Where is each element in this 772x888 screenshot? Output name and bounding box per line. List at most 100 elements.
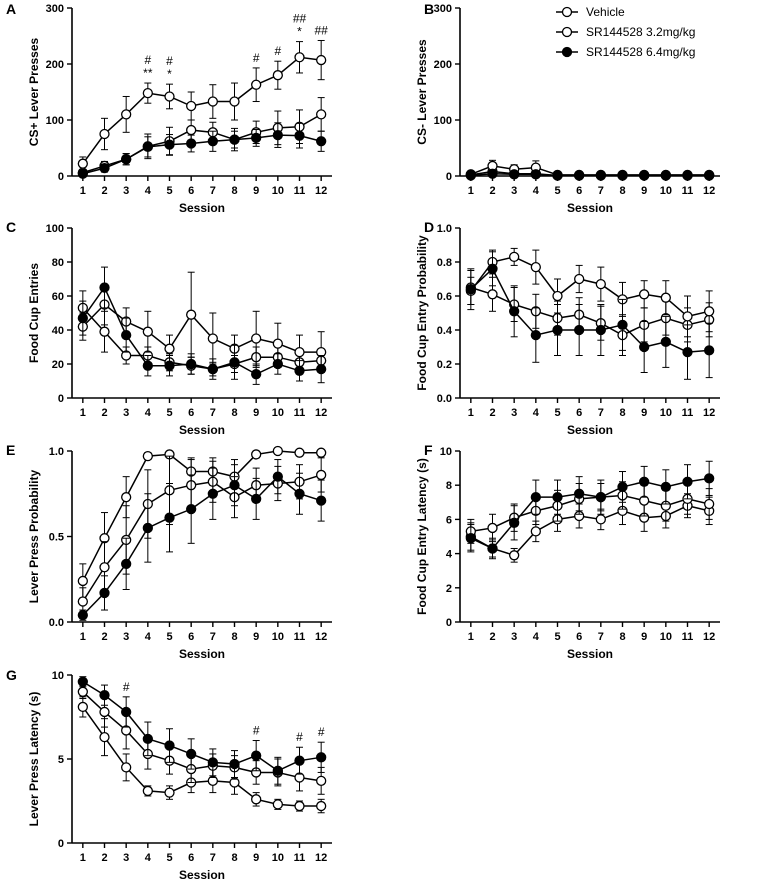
x-tick-label: 4 (145, 185, 152, 197)
data-point (77, 312, 88, 324)
data-point (272, 338, 283, 349)
data-point (704, 170, 715, 181)
x-tick-label: 3 (123, 407, 129, 419)
legend-marker (561, 26, 573, 38)
data-point (164, 139, 175, 150)
x-tick-label: 3 (123, 185, 129, 197)
legend: Vehicle SR144528 3.2mg/kg SR144528 6.4mg/k… (556, 5, 695, 59)
data-point (186, 124, 197, 136)
x-axis-label: Session (567, 201, 613, 215)
x-tick-label: 6 (576, 407, 582, 419)
y-tick-label: 100 (46, 115, 64, 127)
x-tick-label: 12 (703, 631, 715, 643)
data-point (294, 447, 305, 458)
significance-marker: # (123, 680, 130, 694)
x-tick-label: 12 (703, 185, 715, 197)
y-axis-label: Food Cup Entry Probability (415, 235, 429, 391)
legend-item-sr-3-2: SR144528 3.2mg/kg (556, 25, 695, 39)
x-tick-label: 1 (80, 407, 86, 419)
data-point (186, 100, 197, 112)
data-point (164, 740, 175, 751)
x-tick-label: 7 (210, 852, 216, 864)
y-tick-label: 60 (52, 291, 64, 303)
data-point (639, 289, 650, 300)
data-point (272, 471, 283, 482)
data-point (229, 480, 240, 491)
x-tick-label: 7 (210, 631, 216, 643)
data-point (509, 550, 520, 561)
data-point (121, 154, 132, 165)
x-tick-label: 10 (660, 407, 672, 419)
x-axis-label: Session (179, 423, 225, 437)
x-tick-label: 10 (660, 631, 672, 643)
series-line (82, 474, 322, 602)
y-tick-label: 10 (440, 446, 452, 458)
data-point (142, 87, 153, 99)
x-tick-label: 1 (80, 852, 86, 864)
y-tick-label: 80 (52, 257, 64, 269)
data-point (251, 79, 262, 90)
y-tick-label: 0 (58, 171, 64, 183)
data-point (316, 775, 327, 786)
x-tick-label: 5 (166, 185, 172, 197)
x-tick-label: 10 (272, 852, 284, 864)
data-point (121, 329, 132, 341)
data-point (465, 170, 476, 181)
data-point (595, 170, 606, 181)
data-point (207, 96, 218, 107)
x-tick-label: 6 (188, 631, 194, 643)
x-tick-label: 5 (166, 407, 172, 419)
data-point (186, 309, 197, 320)
x-tick-label: 3 (123, 852, 129, 864)
x-tick-label: 10 (660, 185, 672, 197)
x-axis-label: Session (567, 423, 613, 437)
data-point (99, 562, 110, 573)
data-point (552, 290, 563, 302)
x-tick-label: 9 (253, 631, 259, 643)
data-point (530, 526, 541, 537)
data-point (294, 365, 305, 376)
data-point (229, 134, 240, 145)
x-tick-label: 7 (598, 407, 604, 419)
y-tick-label: 0.0 (49, 617, 64, 629)
data-point (121, 762, 132, 773)
x-tick-label: 5 (554, 185, 560, 197)
x-tick-label: 8 (231, 852, 237, 864)
x-tick-label: 8 (619, 631, 625, 643)
x-tick-label: 11 (294, 407, 306, 419)
data-point (530, 261, 541, 273)
data-point (595, 324, 606, 336)
x-tick-label: 3 (123, 631, 129, 643)
significance-marker: # (318, 725, 325, 739)
data-point (121, 706, 132, 718)
data-point (704, 473, 715, 484)
data-point (251, 794, 262, 805)
series-line (82, 286, 322, 376)
x-tick-label: 8 (231, 185, 237, 197)
x-tick-label: 2 (101, 185, 107, 197)
series-vehicle (465, 493, 715, 563)
series-sr-6-4 (465, 168, 715, 181)
x-tick-label: 8 (619, 185, 625, 197)
x-tick-label: 5 (554, 407, 560, 419)
x-tick-label: 1 (468, 185, 474, 197)
data-point (316, 363, 327, 375)
data-point (229, 357, 240, 368)
series-sr-3-2 (465, 481, 715, 544)
y-axis-label: CS- Lever Presses (415, 39, 429, 145)
series-sr-3-2 (465, 247, 715, 338)
x-tick-label: 5 (554, 631, 560, 643)
series-line (82, 450, 322, 582)
y-tick-label: 1.0 (437, 223, 452, 235)
data-point (99, 128, 110, 140)
x-tick-label: 11 (682, 407, 694, 419)
y-tick-label: 300 (46, 3, 64, 15)
series-vehicle (77, 290, 327, 377)
y-tick-label: 4 (446, 549, 453, 561)
series-line (82, 113, 322, 174)
y-tick-label: 200 (434, 59, 452, 71)
data-point (164, 787, 175, 798)
data-point (704, 498, 715, 510)
data-point (229, 758, 240, 770)
x-tick-label: 4 (533, 407, 540, 419)
